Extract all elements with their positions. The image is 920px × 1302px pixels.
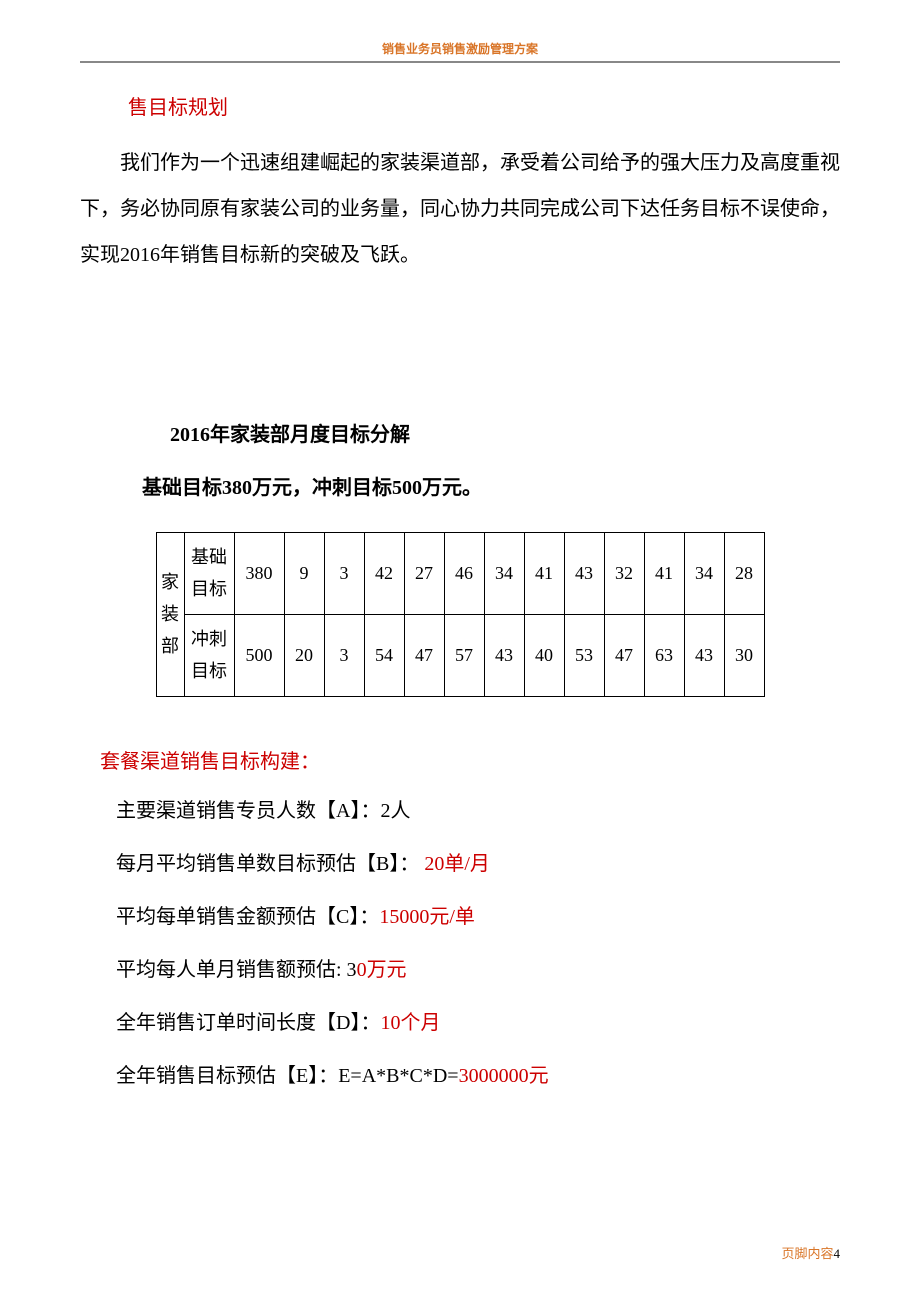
cell: 28: [724, 533, 764, 615]
cell: 500: [234, 614, 284, 696]
cell: 40: [524, 614, 564, 696]
cell: 34: [484, 533, 524, 615]
cell: 9: [284, 533, 324, 615]
cell: 47: [604, 614, 644, 696]
value-text: 20单/月: [424, 853, 490, 875]
target-table: 家装部 基础目标 380 9 3 42 27 46 34 41 43 32 41…: [156, 532, 765, 697]
cell: 43: [484, 614, 524, 696]
cell: 46: [444, 533, 484, 615]
cell: 47: [404, 614, 444, 696]
cell: 53: [564, 614, 604, 696]
cell: 42: [364, 533, 404, 615]
cell: 41: [644, 533, 684, 615]
page-header-title: 销售业务员销售激励管理方案: [80, 40, 840, 61]
cell: 32: [604, 533, 644, 615]
cell: 54: [364, 614, 404, 696]
cell: 380: [234, 533, 284, 615]
row-label: 基础目标: [184, 533, 234, 615]
cell: 3: [324, 614, 364, 696]
cell: 34: [684, 533, 724, 615]
cell: 41: [524, 533, 564, 615]
value-text: 3000000元: [459, 1065, 549, 1087]
label-text: 平均每单销售金额预估【C】：: [116, 906, 379, 928]
value-text: 15000元/单: [379, 906, 475, 928]
cell: 57: [444, 614, 484, 696]
line-item: 每月平均销售单数目标预估【B】： 20单/月: [116, 847, 840, 876]
cell: 3: [324, 533, 364, 615]
label-text: 平均每人单月销售额预估: 3: [116, 959, 357, 981]
table-row: 冲刺目标 500 20 3 54 47 57 43 40 53 47 63 43…: [156, 614, 764, 696]
line-item: 主要渠道销售专员人数【A】：2人: [116, 794, 840, 823]
table-row: 家装部 基础目标 380 9 3 42 27 46 34 41 43 32 41…: [156, 533, 764, 615]
sub-heading: 2016年家装部月度目标分解: [170, 418, 840, 447]
line-item: 全年销售目标预估【E】：E=A*B*C*D=3000000元: [116, 1059, 840, 1088]
body-paragraph: 我们作为一个迅速组建崛起的家装渠道部，承受着公司给予的强大压力及高度重视下，务必…: [80, 140, 840, 278]
cell: 43: [684, 614, 724, 696]
label-text: 每月平均销售单数目标预估【B】：: [116, 853, 424, 875]
cell: 63: [644, 614, 684, 696]
cell: 43: [564, 533, 604, 615]
footer-label: 页脚内容: [781, 1246, 833, 1261]
footer-page-number: 4: [834, 1246, 841, 1261]
value-text: 0万元: [357, 959, 407, 981]
sub-text: 基础目标380万元，冲刺目标500万元。: [142, 471, 840, 500]
channel-heading: 套餐渠道销售目标构建：: [100, 745, 840, 774]
row-label: 冲刺目标: [184, 614, 234, 696]
line-item: 平均每人单月销售额预估: 30万元: [116, 953, 840, 982]
cell: 30: [724, 614, 764, 696]
page-container: 销售业务员销售激励管理方案 售目标规划 我们作为一个迅速组建崛起的家装渠道部，承…: [0, 0, 920, 1172]
section-heading: 售目标规划: [128, 91, 840, 120]
line-item: 全年销售订单时间长度【D】：10个月: [116, 1006, 840, 1035]
dept-cell: 家装部: [156, 533, 184, 697]
header-divider: [80, 61, 840, 63]
cell: 20: [284, 614, 324, 696]
page-footer: 页脚内容4: [781, 1243, 840, 1262]
line-item: 平均每单销售金额预估【C】：15000元/单: [116, 900, 840, 929]
label-text: 全年销售订单时间长度【D】：: [116, 1012, 380, 1034]
cell: 27: [404, 533, 444, 615]
label-text: 全年销售目标预估【E】：E=A*B*C*D=: [116, 1065, 459, 1087]
value-text: 10个月: [380, 1012, 440, 1034]
